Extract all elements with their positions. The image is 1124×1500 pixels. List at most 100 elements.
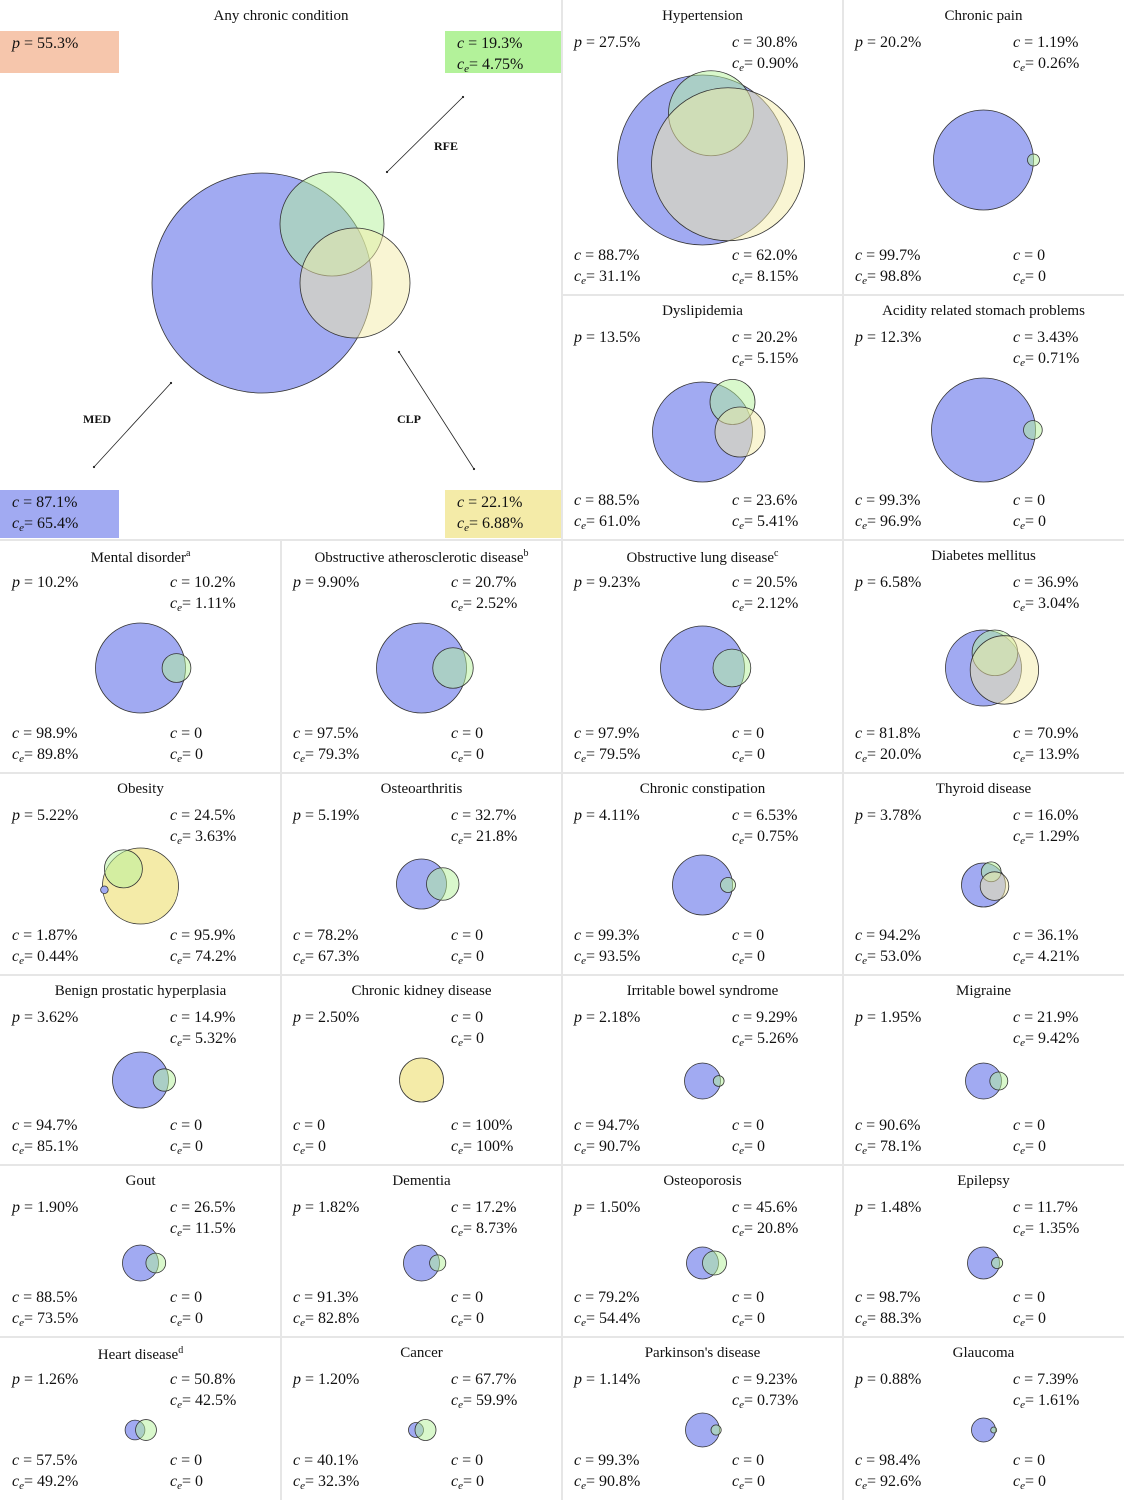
footnote-marker: a: [185, 548, 191, 559]
p-value: = 1.95%: [867, 1009, 922, 1026]
clp-arrow: [397, 350, 476, 471]
condition-panel: Chronic kidney disease p = 2.50% c = 0 ce= …: [281, 975, 562, 1165]
c-symbol: c: [170, 1117, 178, 1134]
med-c-value: = 99.3%: [866, 492, 921, 509]
clp-c-value: = 23.6%: [743, 492, 798, 509]
c-symbol: c: [855, 1289, 863, 1306]
p-value: = 4.11%: [586, 807, 640, 824]
med-stats: c = 98.4% ce= 92.6%: [855, 1450, 921, 1497]
c-symbol: c: [1013, 247, 1021, 264]
footnote-marker: b: [523, 548, 529, 559]
condition-name: Dementia: [392, 1173, 451, 1189]
rfe-ce-value: = 11.5%: [182, 1220, 236, 1237]
ce-symbol: c: [732, 1030, 740, 1047]
clp-stats: c = 0 ce= 0: [451, 1287, 484, 1334]
med-stats: c = 78.2% ce= 67.3%: [293, 925, 359, 972]
ce-subscript: e: [581, 1480, 586, 1492]
c-symbol: c: [170, 1371, 178, 1388]
med-stats: c = 0 ce= 0: [293, 1115, 326, 1162]
ce-symbol: c: [855, 513, 863, 530]
venn-diagram: [685, 1412, 722, 1448]
c-symbol: c: [1013, 1452, 1021, 1469]
ce-subscript: e: [458, 955, 463, 967]
clp-ce-value: = 0: [182, 1473, 204, 1490]
ce-symbol: c: [732, 828, 740, 845]
c-symbol: c: [732, 1452, 740, 1469]
condition-name: Dyslipidemia: [662, 303, 743, 319]
med-ce-value: = 88.3%: [867, 1310, 922, 1327]
clp-circle: [969, 635, 1039, 705]
c-symbol: c: [293, 1452, 301, 1469]
p-symbol: p: [855, 574, 863, 591]
ce-symbol: c: [451, 1392, 459, 1409]
clp-stats: c = 0 ce= 0: [170, 1287, 203, 1334]
med-c-value: = 98.9%: [23, 725, 78, 742]
ce-subscript: e: [458, 1317, 463, 1329]
ce-symbol: c: [12, 1310, 20, 1327]
rfe-ce-value: = 1.35%: [1025, 1220, 1080, 1237]
clp-stats: c = 0 ce= 0: [170, 1450, 203, 1497]
footnote-marker: c: [774, 548, 779, 559]
rfe-c-value: = 9.29%: [743, 1009, 798, 1026]
ce-subscript: e: [19, 522, 24, 534]
p-value: = 2.50%: [305, 1009, 360, 1026]
clp-c-value: = 0: [1024, 1289, 1046, 1306]
condition-panel: Epilepsy p = 1.48% c = 11.7% ce= 1.35% c = 9…: [843, 1165, 1124, 1337]
clp-ce-value: = 0: [463, 1310, 485, 1327]
condition-name: Obstructive lung disease: [626, 550, 774, 566]
c-symbol: c: [855, 725, 863, 742]
prevalence-stat: p = 1.95%: [855, 1007, 921, 1028]
rfe-ce-value: = 1.61%: [1025, 1392, 1080, 1409]
clp-ce-value: = 0: [744, 1473, 766, 1490]
med-stats: c = 97.5% ce= 79.3%: [293, 723, 359, 770]
c-symbol: c: [574, 1117, 582, 1134]
c-symbol: c: [170, 1289, 178, 1306]
c-symbol: c: [1013, 807, 1021, 824]
condition-title: Benign prostatic hyperplasia: [0, 983, 281, 1000]
med-ce-value: = 32.3%: [305, 1473, 360, 1490]
ce-symbol: c: [574, 1473, 582, 1490]
rfe-c-value: = 16.0%: [1024, 807, 1079, 824]
venn-diagram: [660, 625, 752, 711]
ce-subscript: e: [862, 955, 867, 967]
condition-title: Diabetes mellitus: [843, 548, 1124, 565]
p-symbol: p: [12, 1371, 20, 1388]
rfe-ce-value: = 3.63%: [182, 828, 237, 845]
rfe-stats: c = 7.39% ce= 1.61%: [1013, 1369, 1079, 1416]
c-symbol: c: [170, 725, 178, 742]
rfe-circle: [135, 1419, 157, 1441]
c-symbol: c: [855, 492, 863, 509]
ce-subscript: e: [458, 1145, 463, 1157]
condition-panel: Dyslipidemia p = 13.5% c = 20.2% ce= 5.15% c…: [562, 295, 843, 540]
c-symbol: c: [855, 247, 863, 264]
rfe-c-value: = 1.19%: [1024, 34, 1079, 51]
c-symbol: c: [732, 1199, 740, 1216]
ce-subscript: e: [739, 62, 744, 74]
panel-divider: [561, 0, 563, 1500]
clp-stats: c = 0 ce= 0: [1013, 1450, 1046, 1497]
rfe-ce-value: = 9.42%: [1025, 1030, 1080, 1047]
c-symbol: c: [451, 1371, 459, 1388]
rfe-ce-value: = 5.26%: [744, 1030, 799, 1047]
ce-subscript: e: [739, 520, 744, 532]
med-stats: c = 91.3% ce= 82.8%: [293, 1287, 359, 1334]
ce-subscript: e: [581, 753, 586, 765]
venn-diagram: [617, 70, 805, 246]
clp-c-value: = 0: [1024, 247, 1046, 264]
p-value: = 9.90%: [305, 574, 360, 591]
ce-symbol: c: [451, 1030, 459, 1047]
ce-subscript: e: [1020, 602, 1025, 614]
ce-symbol: c: [855, 948, 863, 965]
ce-symbol: c: [1013, 350, 1021, 367]
condition-name: Cancer: [400, 1345, 443, 1361]
p-value: = 1.48%: [867, 1199, 922, 1216]
ce-subscript: e: [300, 1480, 305, 1492]
med-c-value: = 90.6%: [866, 1117, 921, 1134]
condition-title: Obesity: [0, 781, 281, 798]
med-c-value: = 78.2%: [304, 927, 359, 944]
c-symbol: c: [855, 1117, 863, 1134]
rfe-c-value: = 26.5%: [181, 1199, 236, 1216]
condition-panel: Parkinson's disease p = 1.14% c = 9.23% ce=…: [562, 1337, 843, 1500]
rfe-arrow: [385, 95, 465, 174]
med-ce-value: = 73.5%: [24, 1310, 79, 1327]
